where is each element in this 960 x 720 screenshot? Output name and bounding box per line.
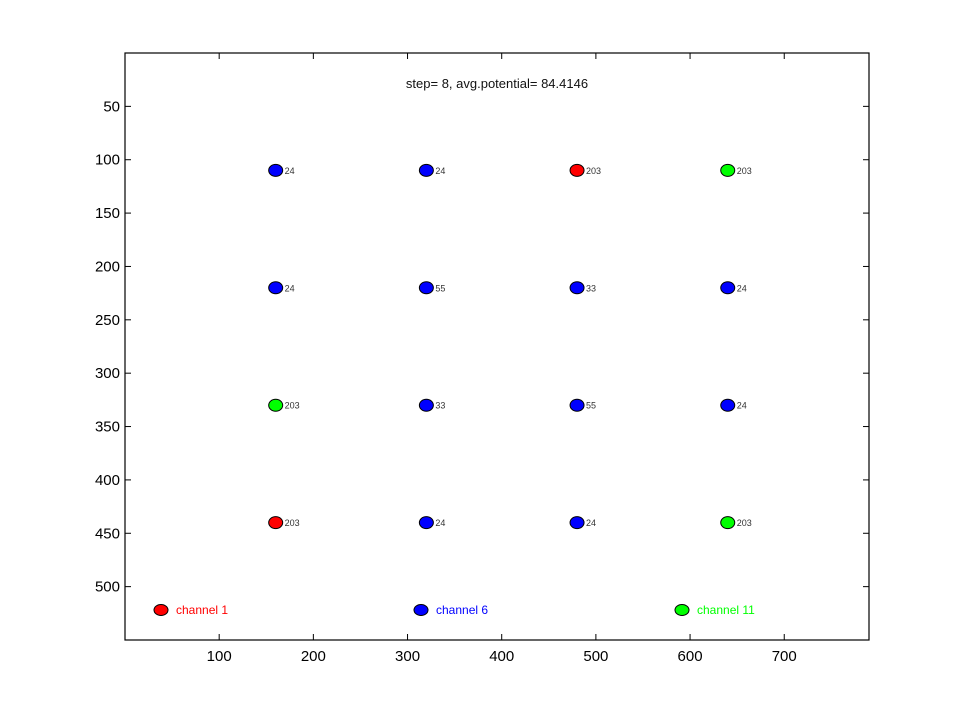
node-label: 55 — [586, 401, 596, 411]
chart-title: step= 8, avg.potential= 84.4146 — [406, 76, 588, 91]
node-marker: 203 — [268, 398, 300, 412]
node-marker: 24 — [418, 516, 445, 530]
node-dot — [720, 163, 736, 177]
node-label: 203 — [285, 401, 300, 411]
node-marker: 24 — [268, 281, 295, 295]
x-tick-label: 100 — [207, 648, 232, 665]
y-tick-label: 500 — [95, 579, 120, 596]
legend-swatch — [153, 604, 169, 616]
legend-swatch — [674, 604, 690, 616]
node-dot — [418, 516, 434, 530]
plot-frame — [124, 52, 870, 641]
node-dot — [720, 398, 736, 412]
node-label: 33 — [586, 283, 596, 293]
x-tick-label: 200 — [301, 648, 326, 665]
node-label: 24 — [586, 518, 596, 528]
legend-label: channel 1 — [176, 603, 228, 617]
axis-ticks — [125, 53, 869, 640]
node-dot — [268, 398, 284, 412]
node-dot — [268, 281, 284, 295]
node-dot — [569, 516, 585, 530]
data-points: 24 24 203 203 24 55 33 24 203 33 55 24 203 24 24 203 — [268, 163, 752, 530]
node-marker: 24 — [268, 163, 295, 177]
node-marker: 24 — [720, 398, 747, 412]
legend-item: channel 1 — [153, 603, 228, 617]
node-marker: 33 — [569, 281, 596, 295]
axis-tick-labels: 100 200 300 400 500 600 700 50 100 150 200 250 300 35… — [95, 98, 797, 665]
node-label: 24 — [435, 518, 445, 528]
node-label: 24 — [737, 401, 747, 411]
node-marker: 55 — [418, 281, 445, 295]
node-label: 203 — [285, 518, 300, 528]
node-dot — [720, 281, 736, 295]
node-label: 24 — [435, 166, 445, 176]
legend-item: channel 11 — [674, 603, 755, 617]
node-label: 203 — [586, 166, 601, 176]
x-tick-label: 600 — [678, 648, 703, 665]
legend-swatch — [413, 604, 429, 616]
y-tick-label: 400 — [95, 472, 120, 489]
y-tick-label: 450 — [95, 525, 120, 542]
node-dot — [569, 398, 585, 412]
y-tick-label: 150 — [95, 205, 120, 222]
node-dot — [418, 281, 434, 295]
legend: channel 1 channel 6 channel 11 — [153, 603, 755, 617]
legend-label: channel 11 — [697, 603, 755, 617]
node-marker: 203 — [720, 163, 752, 177]
x-tick-label: 400 — [489, 648, 514, 665]
node-dot — [418, 398, 434, 412]
node-marker: 24 — [418, 163, 445, 177]
node-marker: 203 — [720, 516, 752, 530]
node-marker: 24 — [569, 516, 596, 530]
x-tick-label: 700 — [772, 648, 797, 665]
y-tick-label: 250 — [95, 312, 120, 329]
node-marker: 55 — [569, 398, 596, 412]
y-tick-label: 300 — [95, 365, 120, 382]
node-marker: 24 — [720, 281, 747, 295]
node-marker: 203 — [569, 163, 601, 177]
y-tick-label: 50 — [103, 98, 120, 115]
node-dot — [268, 516, 284, 530]
node-label: 24 — [737, 283, 747, 293]
node-label: 203 — [737, 518, 752, 528]
node-label: 203 — [737, 166, 752, 176]
y-tick-label: 350 — [95, 419, 120, 436]
legend-label: channel 6 — [436, 603, 488, 617]
node-dot — [268, 163, 284, 177]
node-marker: 33 — [418, 398, 445, 412]
x-tick-label: 300 — [395, 648, 420, 665]
node-label: 55 — [435, 283, 445, 293]
node-marker: 203 — [268, 516, 300, 530]
legend-item: channel 6 — [413, 603, 488, 617]
node-label: 33 — [435, 401, 445, 411]
node-dot — [720, 516, 736, 530]
node-dot — [569, 281, 585, 295]
node-dot — [569, 163, 585, 177]
x-tick-label: 500 — [583, 648, 608, 665]
y-tick-label: 100 — [95, 152, 120, 169]
y-tick-label: 200 — [95, 258, 120, 275]
node-label: 24 — [285, 166, 295, 176]
node-dot — [418, 163, 434, 177]
node-label: 24 — [285, 283, 295, 293]
